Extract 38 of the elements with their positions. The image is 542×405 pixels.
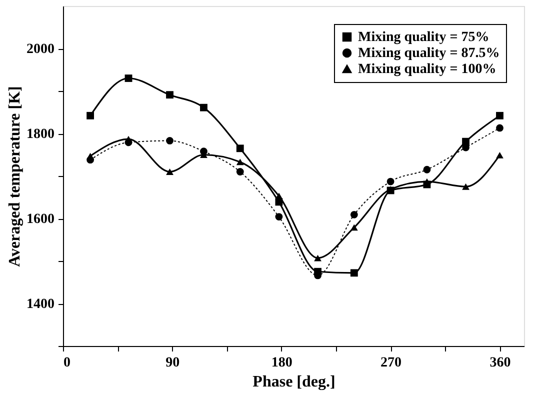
- point: [275, 213, 283, 220]
- point: [86, 152, 94, 160]
- point: [350, 224, 358, 231]
- point: [166, 168, 174, 175]
- point: [200, 104, 208, 112]
- point: [166, 137, 174, 144]
- legend-label: Mixing quality = 100%: [358, 62, 496, 77]
- point: [236, 144, 244, 152]
- x-tick-label: 180: [271, 356, 292, 370]
- point: [350, 210, 358, 218]
- y-tick-label: 1400: [26, 297, 54, 312]
- y-tick-label: 1600: [26, 212, 54, 227]
- point: [166, 91, 174, 99]
- x-tick-label: 270: [380, 356, 402, 370]
- point: [314, 254, 322, 262]
- point: [496, 112, 504, 120]
- point: [236, 158, 244, 166]
- legend-label: Mixing quality = 87.5%: [358, 46, 500, 61]
- legend-label: Mixing quality = 75%: [358, 30, 490, 45]
- point: [496, 124, 504, 132]
- y-tick-label: 1800: [26, 127, 54, 142]
- point: [496, 152, 504, 158]
- point: [350, 269, 358, 277]
- point: [124, 136, 132, 142]
- point: [236, 168, 244, 176]
- x-tick-label: 90: [166, 356, 180, 370]
- x-tick-label: 0: [64, 356, 70, 370]
- point: [124, 74, 132, 82]
- point: [462, 183, 470, 190]
- y-axis-title: Averaged temperature [K]: [6, 86, 24, 267]
- point: [423, 178, 431, 185]
- y-tick-label: 2000: [26, 42, 54, 57]
- point: [423, 166, 431, 174]
- point: [275, 192, 283, 200]
- point: [386, 178, 394, 186]
- point: [86, 112, 94, 120]
- x-tick-label: 360: [490, 356, 511, 370]
- x-axis-title: Phase [deg.]: [252, 374, 336, 390]
